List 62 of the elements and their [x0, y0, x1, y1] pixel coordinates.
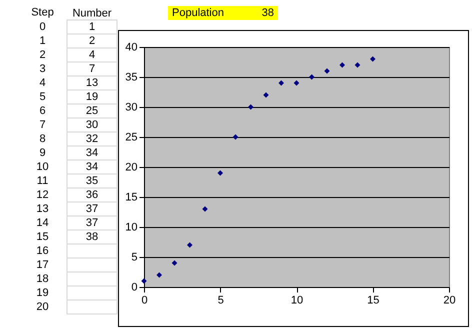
- data-label: 25: [86, 105, 98, 117]
- data-label: 36: [86, 189, 98, 201]
- data-label: 2: [88, 35, 96, 47]
- point: [232, 134, 238, 140]
- y-tick-label: 0: [39, 21, 46, 33]
- y-tick-label: 20: [125, 162, 138, 174]
- y-tick-label: 10: [36, 161, 49, 173]
- y-tick-label: 11: [36, 175, 48, 187]
- y-tick-label: 30: [125, 102, 138, 114]
- y-tick-label: 13: [36, 203, 49, 215]
- x-tick-label: 15: [367, 294, 380, 306]
- data-label: 32: [86, 133, 98, 145]
- y-tick-label: 8: [39, 133, 46, 145]
- y-tick-label: 15: [36, 231, 49, 243]
- x-tick-label: 0: [141, 294, 148, 306]
- y-tick-label: 10: [125, 222, 138, 234]
- y-tick-label: 2: [39, 49, 46, 61]
- x-tick-label: Number: [72, 8, 112, 20]
- y-tick-label: 5: [39, 91, 46, 103]
- data-label: 30: [86, 119, 98, 131]
- data-label: 1: [88, 21, 96, 33]
- point: [202, 206, 208, 212]
- data-label: 35: [86, 175, 98, 187]
- y-tick-label: 15: [125, 192, 138, 204]
- x-tick-label: 10: [290, 294, 304, 306]
- y-tick-label: 19: [36, 287, 49, 299]
- data-label: 19: [86, 91, 98, 103]
- y-tick-label: 16: [36, 245, 49, 257]
- point: [172, 260, 178, 266]
- point: [354, 62, 360, 68]
- point: [324, 68, 330, 74]
- data-label: 37: [86, 203, 98, 215]
- data-label: 7: [88, 63, 96, 75]
- y-tick-label: 5: [131, 252, 138, 264]
- y-tick-label: 35: [125, 72, 138, 84]
- y-tick-label: 17: [36, 259, 49, 271]
- text: Population: [171, 6, 225, 20]
- data-label: 37: [86, 217, 98, 229]
- y-tick-label: 6: [39, 105, 46, 117]
- data-label: 4: [88, 49, 96, 61]
- y-tick-label: 3: [39, 63, 46, 75]
- y-tick-label: 40: [125, 42, 138, 54]
- y-tick-label: 4: [39, 77, 46, 89]
- x-tick-label: 5: [218, 294, 224, 306]
- y-tick-label: 25: [125, 132, 138, 144]
- y-axis-title: Step: [31, 6, 54, 18]
- data-label: 13: [86, 77, 98, 89]
- data-label: 34: [86, 161, 98, 173]
- y-tick-label: 18: [36, 273, 49, 285]
- point: [263, 92, 269, 98]
- data-label: 38: [86, 231, 98, 243]
- y-tick-label: 7: [39, 119, 46, 131]
- text: 38: [260, 6, 275, 20]
- y-tick-label: 14: [36, 217, 49, 229]
- y-tick-label: 1: [39, 35, 46, 47]
- y-tick-label: 0: [131, 282, 138, 294]
- x-tick-label: 20: [443, 294, 456, 306]
- data-label: 34: [86, 147, 98, 159]
- point: [294, 80, 300, 86]
- y-tick-label: 9: [39, 147, 46, 159]
- y-tick-label: 12: [36, 189, 49, 201]
- point: [141, 278, 147, 284]
